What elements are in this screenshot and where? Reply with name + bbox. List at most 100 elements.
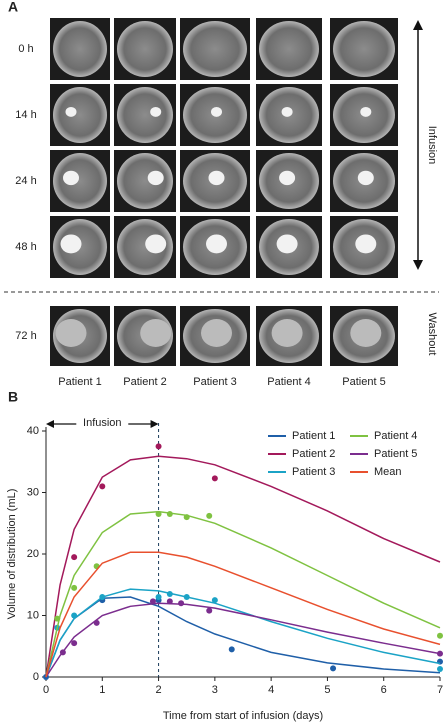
data-point [71, 584, 78, 591]
row-label: 24 h [15, 175, 36, 187]
data-point [71, 612, 78, 619]
mri-brain [117, 219, 173, 275]
phase-label: Washout [426, 312, 438, 355]
x-axis-label: Time from start of infusion (days) [163, 710, 323, 722]
column-label: Patient 4 [267, 376, 310, 388]
data-point [166, 511, 173, 518]
column-label: Patient 3 [193, 376, 236, 388]
mri-enhancement [271, 319, 303, 347]
annotation: Infusion [83, 417, 122, 429]
data-point [166, 598, 173, 605]
data-point [93, 619, 100, 626]
y-tick-label: 30 [27, 486, 39, 498]
data-point [437, 666, 443, 673]
data-point [206, 512, 213, 519]
x-tick-label: 6 [381, 684, 387, 696]
data-point [155, 511, 162, 518]
x-tick-label: 5 [324, 684, 330, 696]
mri-enhancement [357, 170, 374, 186]
x-tick-label: 1 [99, 684, 105, 696]
curve [45, 551, 441, 678]
row-label: 72 h [15, 330, 36, 342]
mri-enhancement [360, 106, 372, 117]
data-point [149, 598, 156, 605]
row-label: 14 h [15, 109, 36, 121]
data-point [211, 475, 218, 482]
data-point [437, 632, 443, 639]
mri-enhancement [211, 106, 222, 117]
legend-label: Patient 3 [292, 466, 335, 478]
data-point [166, 590, 173, 597]
mri-brain [117, 21, 173, 77]
data-point [178, 600, 185, 607]
curve [45, 596, 441, 678]
mri-enhancement [63, 170, 79, 186]
mri-enhancement [208, 170, 225, 186]
data-point [228, 646, 235, 653]
mri-enhancement [65, 106, 77, 117]
arrow-head [46, 420, 54, 428]
mri-enhancement [350, 319, 382, 347]
data-point [155, 443, 162, 450]
data-point [99, 483, 106, 490]
panel-label: B [8, 389, 18, 405]
mri-enhancement [355, 234, 377, 254]
mri-enhancement [147, 170, 164, 186]
data-point [54, 615, 61, 622]
legend-label: Mean [374, 466, 402, 478]
data-point [71, 640, 78, 647]
data-point [211, 597, 218, 604]
data-point [59, 649, 66, 656]
data-point [155, 594, 162, 601]
y-tick-label: 20 [27, 548, 39, 560]
legend-label: Patient 5 [374, 448, 417, 460]
curve [45, 602, 441, 678]
data-point [206, 607, 213, 614]
mri-enhancement [201, 319, 232, 347]
y-tick-label: 10 [27, 609, 39, 621]
legend-label: Patient 1 [292, 430, 335, 442]
mri-enhancement [140, 319, 172, 347]
legend-label: Patient 2 [292, 448, 335, 460]
x-tick-label: 7 [437, 684, 443, 696]
row-label: 0 h [18, 43, 33, 55]
arrow-head [150, 420, 159, 428]
mri-enhancement [55, 319, 87, 347]
mri-enhancement [145, 234, 167, 254]
mri-brain [117, 153, 173, 209]
data-point [99, 594, 106, 601]
mri-brain [183, 21, 247, 77]
annotation-bg [76, 416, 129, 430]
y-tick-label: 0 [33, 671, 39, 683]
mri-enhancement [60, 234, 82, 254]
mri-brain [53, 21, 107, 77]
data-point [71, 554, 78, 561]
data-point [183, 514, 190, 521]
x-tick-label: 2 [156, 684, 162, 696]
mri-enhancement [281, 106, 293, 117]
phase-label: Infusion [426, 126, 438, 165]
y-axis-label: Volume of distribution (mL) [6, 489, 18, 620]
column-label: Patient 5 [342, 376, 385, 388]
x-tick-label: 4 [268, 684, 274, 696]
mri-brain [117, 87, 173, 143]
arrow-head [413, 20, 423, 30]
mri-enhancement [276, 234, 298, 254]
data-point [183, 594, 190, 601]
mri-brain [333, 21, 395, 77]
legend-label: Patient 4 [374, 430, 417, 442]
data-point [330, 665, 337, 672]
panel-label: A [8, 0, 18, 15]
data-point [437, 650, 443, 657]
arrow-head [413, 260, 423, 270]
column-label: Patient 2 [123, 376, 166, 388]
mri-brain [53, 87, 107, 143]
y-tick-label: 40 [27, 425, 39, 437]
column-label: Patient 1 [58, 376, 101, 388]
x-tick-label: 3 [212, 684, 218, 696]
row-label: 48 h [15, 241, 36, 253]
mri-enhancement [206, 234, 227, 254]
mri-enhancement [279, 170, 296, 186]
curve [45, 455, 441, 678]
